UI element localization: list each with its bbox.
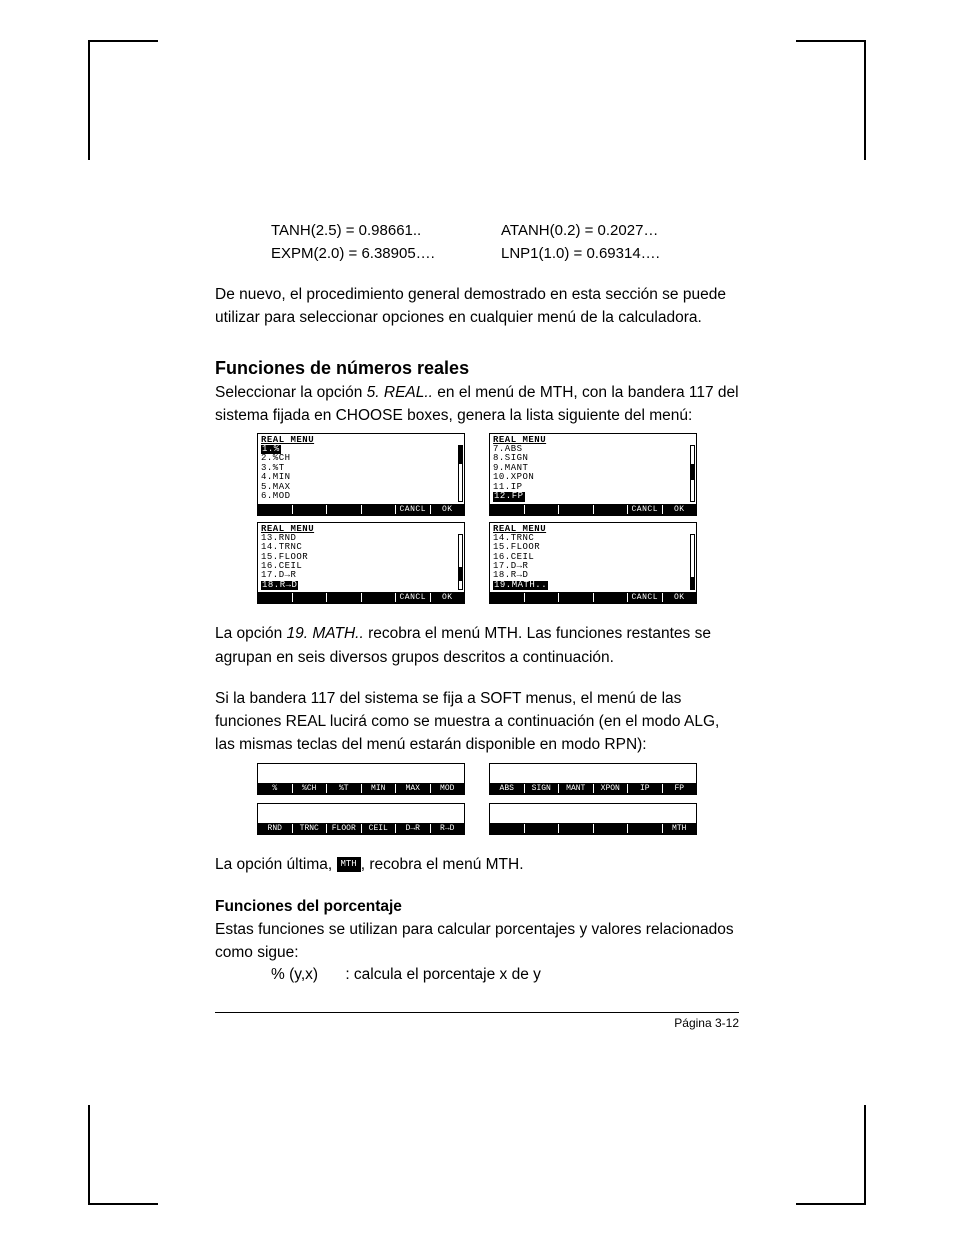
heading-percentage: Funciones del porcentaje	[215, 898, 739, 916]
softkey-bar: .... CANCL OK	[258, 504, 464, 515]
eq-atanh: ATANH(0.2) = 0.2027…	[501, 220, 658, 243]
calc-list-4: 14.TRNC 15.FLOOR 16.CEIL 17.D→R 18.R→D 1…	[490, 534, 696, 593]
heading-real-functions: Funciones de números reales	[215, 358, 739, 379]
softkey-blank: .	[490, 824, 525, 833]
menu-item: 3.%T	[261, 464, 461, 473]
soft-screen-4: . . . . . MTH	[489, 803, 697, 835]
softkey-row: ABS SIGN MANT XPON IP FP	[490, 783, 696, 794]
crop-mark-tr	[796, 40, 866, 160]
softkey[interactable]: RND	[258, 824, 293, 833]
crop-mark-br	[796, 1105, 866, 1205]
calc-title: REAL MENU	[258, 434, 464, 445]
eq-lnp1: LNP1(1.0) = 0.69314….	[501, 243, 660, 266]
pct-function-line: % (y,x) : calcula el porcentaje x de y	[271, 966, 739, 984]
mth-softkey-icon: MTH	[337, 857, 361, 873]
softkey-bar: .... CANCL OK	[490, 504, 696, 515]
scrollbar	[458, 445, 463, 502]
paragraph-real-intro: Seleccionar la opción 5. REAL.. en el me…	[215, 381, 739, 428]
soft-screens-grid: % %CH %T MIN MAX MOD ABS SIGN MANT XPON …	[257, 763, 697, 835]
eq-expm: EXPM(2.0) = 6.38905….	[271, 243, 501, 266]
page-content: TANH(2.5) = 0.98661.. ATANH(0.2) = 0.202…	[215, 220, 739, 1030]
calc-screen-1: REAL MENU 1.% 2.%CH 3.%T 4.MIN 5.MAX 6.M…	[257, 433, 465, 516]
softkey[interactable]: D→R	[396, 824, 431, 833]
menu-item: 5.MAX	[261, 483, 461, 492]
softkey-row: RND TRNC FLOOR CEIL D→R R→D	[258, 823, 464, 834]
softkey-ok[interactable]: OK	[431, 505, 465, 514]
menu-item: 12.FP	[493, 492, 693, 501]
softkey[interactable]: FLOOR	[327, 824, 362, 833]
calc-screen-3: REAL MENU 13.RND 14.TRNC 15.FLOOR 16.CEI…	[257, 522, 465, 605]
scrollbar	[458, 534, 463, 591]
menu-item: 6.MOD	[261, 492, 461, 501]
softkey-ok[interactable]: OK	[663, 505, 697, 514]
softkey-blank: .	[628, 824, 663, 833]
calc-list-3: 13.RND 14.TRNC 15.FLOOR 16.CEIL 17.D→R 1…	[258, 534, 464, 593]
paragraph-softmenu: Si la bandera 117 del sistema se fija a …	[215, 687, 739, 757]
softkey[interactable]: TRNC	[293, 824, 328, 833]
scrollbar	[690, 534, 695, 591]
softkey[interactable]: MANT	[559, 784, 594, 793]
softkey-mth[interactable]: MTH	[663, 824, 697, 833]
paragraph-math-option: La opción 19. MATH.. recobra el menú MTH…	[215, 622, 739, 669]
calc-title: REAL MENU	[490, 523, 696, 534]
softkey-blank: .	[594, 824, 629, 833]
softkey[interactable]: CEIL	[362, 824, 397, 833]
softkey[interactable]: MIN	[362, 784, 397, 793]
softkey-cancel[interactable]: CANCL	[396, 505, 431, 514]
calc-list-2: 7.ABS 8.SIGN 9.MANT 10.XPON 11.IP 12.FP	[490, 445, 696, 504]
crop-mark-bl	[88, 1105, 158, 1205]
calc-screens-grid: REAL MENU 1.% 2.%CH 3.%T 4.MIN 5.MAX 6.M…	[257, 433, 697, 604]
softkey[interactable]: IP	[628, 784, 663, 793]
softkey[interactable]: %CH	[293, 784, 328, 793]
calc-screen-2: REAL MENU 7.ABS 8.SIGN 9.MANT 10.XPON 11…	[489, 433, 697, 516]
softkey-bar: .... CANCL OK	[258, 592, 464, 603]
paragraph-percentage: Estas funciones se utilizan para calcula…	[215, 918, 739, 965]
softkey-blank: .	[559, 824, 594, 833]
menu-item: 19.MATH..	[493, 581, 693, 590]
soft-screen-3: RND TRNC FLOOR CEIL D→R R→D	[257, 803, 465, 835]
softkey-bar: .... CANCL OK	[490, 592, 696, 603]
softkey[interactable]: SIGN	[525, 784, 560, 793]
menu-item: 4.MIN	[261, 473, 461, 482]
equation-row-1: TANH(2.5) = 0.98661.. ATANH(0.2) = 0.202…	[271, 220, 739, 243]
softkey[interactable]: ABS	[490, 784, 525, 793]
calc-list-1: 1.% 2.%CH 3.%T 4.MIN 5.MAX 6.MOD	[258, 445, 464, 504]
menu-item: 18.R→D	[261, 581, 461, 590]
crop-mark-tl	[88, 40, 158, 160]
page-footer: Página 3-12	[215, 1012, 739, 1030]
softkey-blank: .	[525, 824, 560, 833]
paragraph-intro: De nuevo, el procedimiento general demos…	[215, 283, 739, 330]
scrollbar	[690, 445, 695, 502]
menu-item: 1.%	[261, 445, 461, 454]
calc-screen-4: REAL MENU 14.TRNC 15.FLOOR 16.CEIL 17.D→…	[489, 522, 697, 605]
equation-row-2: EXPM(2.0) = 6.38905…. LNP1(1.0) = 0.6931…	[271, 243, 739, 266]
softkey[interactable]: %	[258, 784, 293, 793]
softkey[interactable]: XPON	[594, 784, 629, 793]
softkey[interactable]: %T	[327, 784, 362, 793]
menu-item: 10.XPON	[493, 473, 693, 482]
softkey-cancel[interactable]: CANCL	[628, 593, 663, 602]
softkey[interactable]: R→D	[431, 824, 465, 833]
page-number: Página 3-12	[674, 1016, 739, 1030]
softkey[interactable]: MOD	[431, 784, 465, 793]
menu-item: 2.%CH	[261, 454, 461, 463]
softkey-row: . . . . . MTH	[490, 823, 696, 834]
softkey-ok[interactable]: OK	[663, 593, 697, 602]
soft-screen-1: % %CH %T MIN MAX MOD	[257, 763, 465, 795]
calc-title: REAL MENU	[258, 523, 464, 534]
softkey-ok[interactable]: OK	[431, 593, 465, 602]
soft-screen-2: ABS SIGN MANT XPON IP FP	[489, 763, 697, 795]
softkey[interactable]: FP	[663, 784, 697, 793]
softkey-cancel[interactable]: CANCL	[628, 505, 663, 514]
softkey[interactable]: MAX	[396, 784, 431, 793]
paragraph-mth-return: La opción última, MTH, recobra el menú M…	[215, 853, 739, 876]
softkey-cancel[interactable]: CANCL	[396, 593, 431, 602]
eq-tanh: TANH(2.5) = 0.98661..	[271, 220, 501, 243]
softkey-row: % %CH %T MIN MAX MOD	[258, 783, 464, 794]
